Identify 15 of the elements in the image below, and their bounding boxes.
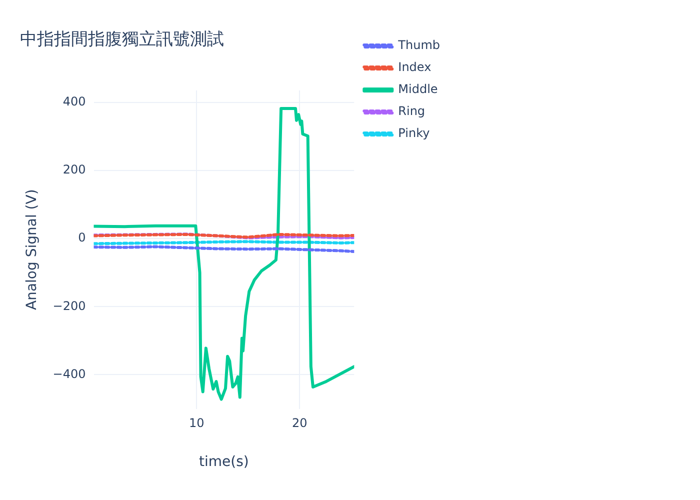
y-tick-label: 0 (78, 230, 86, 245)
x-tick-label: 20 (292, 416, 308, 430)
y-tick-label: 200 (62, 162, 86, 177)
y-axis-title: Analog Signal (V) (24, 189, 40, 310)
y-tick-label: 400 (62, 94, 86, 108)
legend-label: Ring (398, 104, 426, 118)
legend-label: Pinky (398, 126, 430, 140)
chart-title: 中指指間指腹獨立訊號測試 (20, 30, 224, 50)
legend-label: Thumb (397, 38, 440, 52)
legend-label: Middle (398, 82, 438, 96)
y-tick-label: −400 (52, 366, 86, 381)
x-tick-label: 10 (189, 416, 204, 430)
x-axis-title: time(s) (199, 454, 249, 470)
y-tick-label: −200 (52, 298, 86, 313)
legend-label: Index (398, 60, 432, 74)
